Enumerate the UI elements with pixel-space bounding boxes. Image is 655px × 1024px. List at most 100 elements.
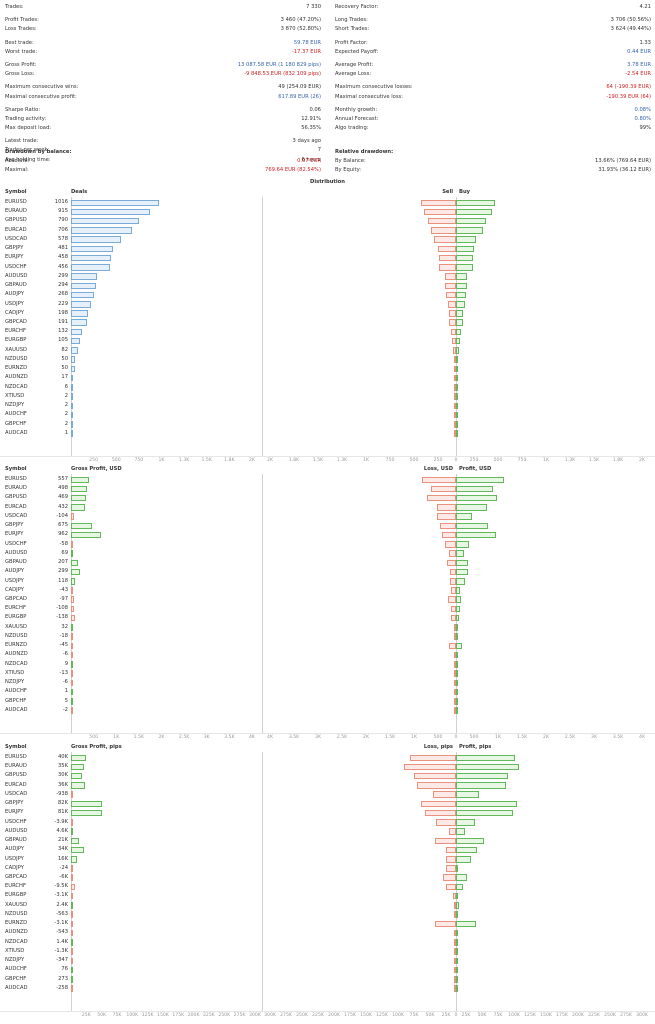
negative-bar [454,651,456,659]
negative-bar [447,301,456,308]
left-bar [71,707,73,714]
positive-bar [456,966,458,974]
left-bar [71,614,76,622]
value-label: 34K [57,846,68,853]
symbol-row: GBPJPY 481 [0,244,655,253]
symbol-row: EURCAD 36K [0,781,655,790]
value-label: 915 [58,208,68,215]
symbol-row: EURJPY 962 [0,530,655,539]
positive-bar [456,614,459,622]
symbol-row: AUDCAD 1 [0,429,655,438]
positive-bar [456,911,458,918]
negative-bar [453,892,456,900]
symbol-row: GBPCHF 2 [0,420,655,429]
left-bar [71,568,81,576]
stat-label: Recovery Factor: [335,4,379,10]
negative-bar [454,365,456,373]
negative-bar [428,217,456,225]
value-label: 32 [61,623,68,630]
positive-bar [456,846,477,854]
stat-label: Trades per week: [5,147,50,154]
positive-bar [456,254,473,262]
right-tick-label: 2.5K [564,735,576,740]
left-bar [71,902,73,909]
value-label: 229 [58,300,68,307]
value-label: 294 [58,282,68,289]
value-label: -24 [59,864,68,871]
positive-bar [456,596,461,603]
symbol-label: EURNZD [5,365,28,372]
symbol-label: NZDCAD [5,383,28,390]
value-label: -258 [56,984,68,991]
left-chart-title: Deals [71,189,88,195]
right-tick-label: 75K [409,1013,419,1018]
positive-bar [456,199,496,206]
symbol-label: EURNZD [5,920,28,927]
left-bar [71,948,73,955]
left-tick-label: 750 [134,458,144,463]
symbol-row: USDCAD 578 [0,235,655,244]
left-bar [71,264,111,271]
negative-bar [438,245,456,253]
symbol-label: EURCAD [5,226,27,233]
symbol-label: AUDJPY [5,291,25,298]
value-label: 9 [64,660,68,667]
left-bar [71,504,85,511]
symbol-row: EURNZD -3.1K [0,919,655,928]
symbol-label: NZDUSD [5,910,28,917]
symbol-label: GBPAUD [5,837,27,844]
positive-bar [456,301,465,308]
symbol-row: NZDUSD 50 [0,355,655,364]
relative-drawdown-title: Relative drawdown: [335,149,394,155]
chart-axis: 500 1K 1.5K 2K 2.5K 3K 3.5K 4K 4K 3.5K 3K 2.5K 2K 1.5… [0,733,655,742]
symbol-label: USDCAD [5,512,28,519]
positive-bar [456,642,463,650]
positive-bar [456,208,492,216]
value-label: -9.5K [54,883,68,890]
left-tick-label: 175K [172,1013,185,1018]
left-bar [71,199,159,206]
value-label: 299 [58,272,68,279]
left-bar [71,856,78,863]
value-label: 21K [57,837,68,844]
left-bar [71,957,73,965]
symbol-label: XAUUSD [5,346,27,353]
right-chart-title-left: Loss, USD [423,466,453,472]
panel-divider [262,474,263,733]
value-label: -43 [59,586,68,593]
left-bar [71,559,78,567]
symbol-row: XTIUSD -13 [0,669,655,678]
symbol-row: AUDUSD 69 [0,549,655,558]
positive-bar [456,485,494,493]
symbol-row: GBPJPY 82K [0,799,655,808]
symbol-label: XAUUSD [5,901,27,908]
left-bar [71,782,85,789]
stats-right-row: Long Trades: 3 706 (50.56%) [335,16,651,25]
left-bar [71,541,73,548]
symbol-label: GBPAUD [5,559,27,566]
left-bar [71,800,103,808]
right-tick-label: 1K [495,735,501,740]
right-tick-label: 3K [315,735,321,740]
symbol-label: EURCHF [5,883,26,890]
right-tick-label: 1.8K [288,458,300,463]
negative-bar [454,421,456,428]
stat-value: 4.21 [639,4,651,10]
positive-bar [456,605,461,613]
maximal-value: 769.64 EUR (82.54%) [265,167,321,174]
left-bar [71,430,73,437]
positive-bar [456,310,464,317]
stat-value: 3 706 (50.56%) [610,17,651,24]
right-tick-label: 750 [517,458,527,463]
negative-bar [447,559,456,567]
negative-bar [454,707,456,714]
positive-bar [456,393,458,400]
positive-bar [456,282,467,290]
symbol-label: NZDCAD [5,938,28,945]
stat-value: 3 624 (49.44%) [610,26,651,33]
symbol-row: EURCAD 706 [0,226,655,235]
left-bar [71,319,88,326]
stat-value: 3 460 (47.20%) [280,17,321,24]
symbol-label: GBPJPY [5,522,24,529]
right-chart-title-left: Sell [442,189,453,195]
